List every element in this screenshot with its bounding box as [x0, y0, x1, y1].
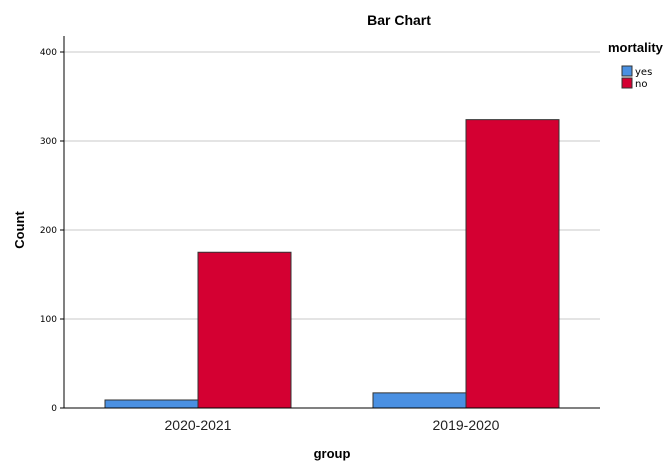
- chart-title: Bar Chart: [367, 12, 431, 28]
- legend-label-yes: yes: [635, 67, 652, 78]
- bar-no-2020-2021: [197, 251, 292, 409]
- bars: [104, 119, 560, 409]
- bar-yes-2019-2020: [372, 392, 467, 409]
- x-axis-label: group: [314, 446, 351, 461]
- bar-yes-2020-2021: [104, 399, 199, 409]
- y-tick-label: 400: [40, 48, 57, 58]
- y-tick-label: 300: [40, 137, 57, 147]
- legend-swatch-no: [621, 77, 633, 89]
- y-axis-label: Count: [12, 211, 27, 249]
- bar-no-2019-2020: [465, 119, 560, 409]
- legend-title: mortality: [608, 40, 664, 55]
- y-tick-label: 100: [40, 315, 57, 325]
- legend-label-no: no: [635, 79, 647, 90]
- x-tick-label: 2019-2020: [433, 417, 500, 433]
- legend-swatch-yes: [621, 65, 633, 77]
- y-tick-label: 200: [40, 226, 57, 236]
- x-tick-label: 2020-2021: [165, 417, 232, 433]
- y-tick-label: 0: [51, 404, 57, 414]
- axes: 0 100 200 300 400 2020-2021 2019-2020: [40, 36, 600, 433]
